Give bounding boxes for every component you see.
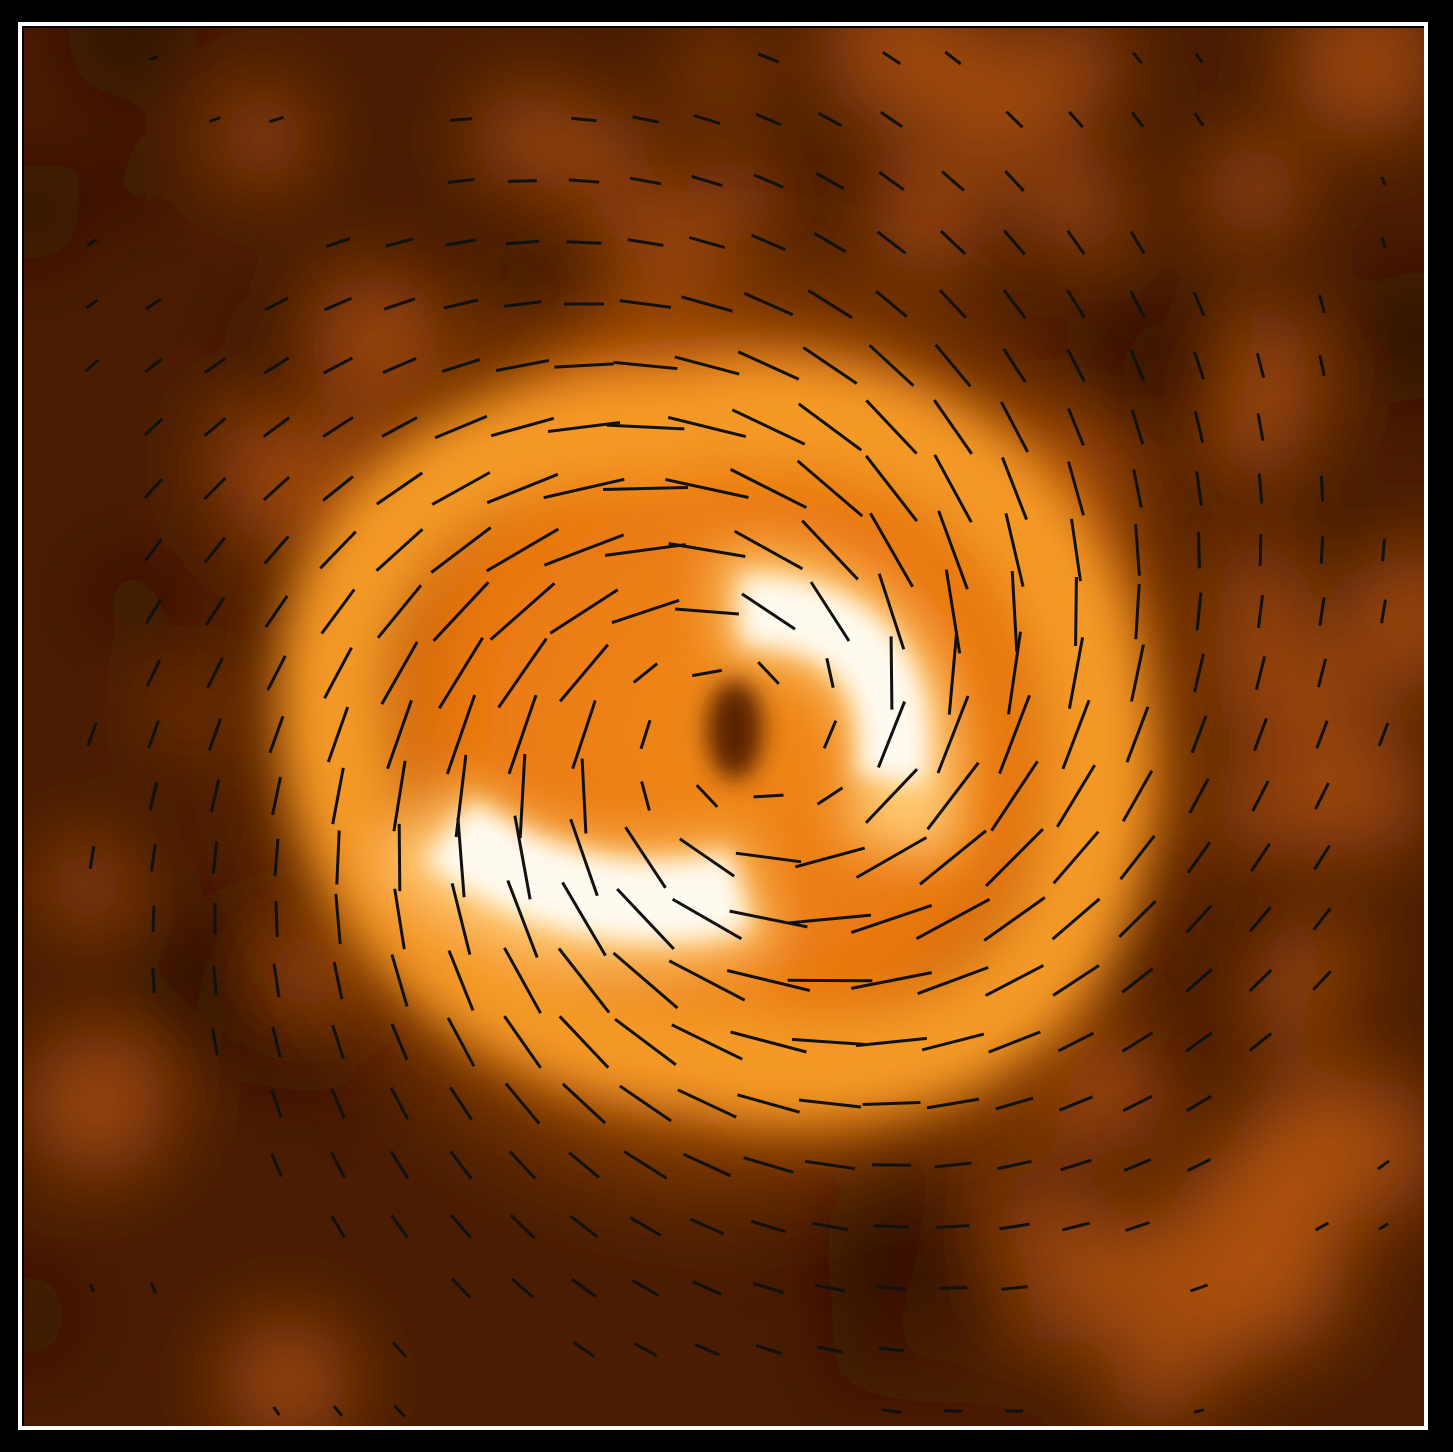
vector xyxy=(891,636,892,709)
vector xyxy=(1260,534,1261,566)
vector xyxy=(1383,539,1385,561)
vector xyxy=(153,968,154,993)
emission-blob xyxy=(474,88,575,189)
emission-blob xyxy=(1204,142,1301,239)
emission-blob xyxy=(1296,729,1427,860)
vector xyxy=(874,1226,908,1228)
vector xyxy=(153,906,154,933)
vector xyxy=(508,181,537,182)
emission-blob xyxy=(1116,1351,1194,1429)
emission-blob xyxy=(1310,966,1391,1047)
emission-blob xyxy=(101,144,171,214)
vector xyxy=(567,242,602,243)
vector xyxy=(754,795,784,797)
emission-blob xyxy=(216,91,309,184)
vector xyxy=(276,901,277,937)
page: (() => { const NS = 'http://www.w3.org/2… xyxy=(0,0,1453,1452)
vector xyxy=(1321,476,1322,502)
vector xyxy=(603,488,688,490)
image-field xyxy=(0,0,1453,1446)
vector xyxy=(399,824,400,891)
vector xyxy=(1006,1411,1023,1412)
emission-blob xyxy=(94,557,172,635)
emission-blob xyxy=(954,1243,1035,1324)
vector xyxy=(863,1103,921,1105)
emission-blob xyxy=(44,842,131,929)
vector xyxy=(1076,577,1077,646)
emission-blob xyxy=(685,37,758,110)
vector xyxy=(1199,532,1200,569)
emission-blob xyxy=(1232,1127,1333,1228)
emission-blob xyxy=(1027,16,1123,112)
emission-blob xyxy=(25,1032,169,1176)
vector xyxy=(937,1226,970,1228)
vector xyxy=(1321,536,1322,563)
vector xyxy=(872,1165,911,1166)
vector xyxy=(944,1411,963,1412)
polarization-map xyxy=(0,0,1453,1452)
nucleus-dark xyxy=(707,680,763,780)
vector xyxy=(450,119,472,121)
